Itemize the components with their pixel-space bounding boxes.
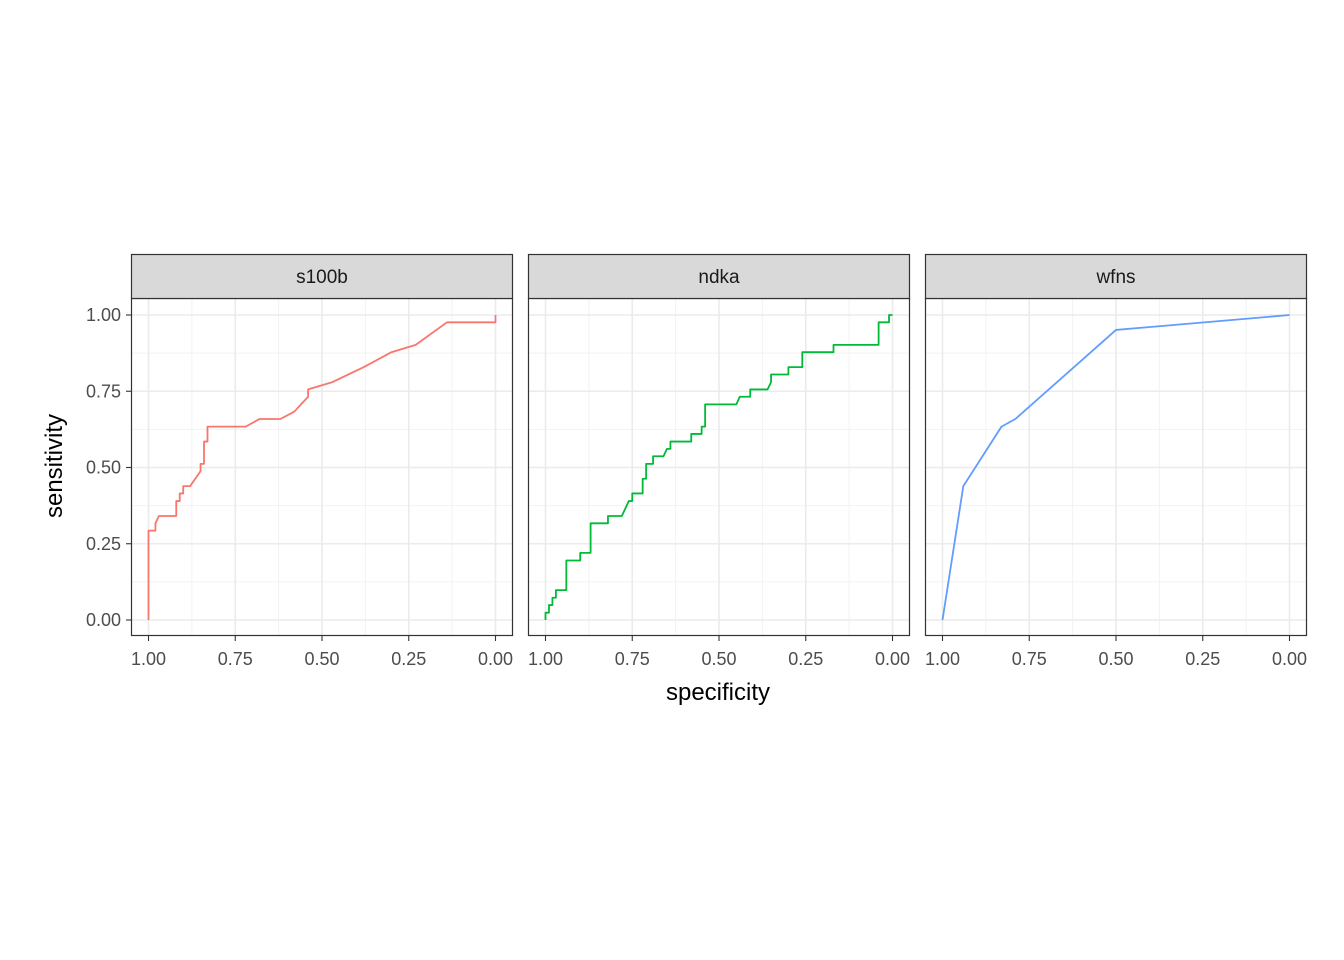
- x-tick-label: 0.50: [1098, 649, 1133, 669]
- y-tick-label: 0.00: [86, 610, 121, 630]
- strip-label: ndka: [698, 267, 740, 288]
- y-tick-label: 1.00: [86, 305, 121, 325]
- y-tick-label: 0.50: [86, 458, 121, 478]
- panels-layer: s100b 1.00 0.75 0.50 0.25 0.00 0.00 0.25 0.50 0.7…: [86, 253, 1308, 669]
- x-tick-label: 0.50: [701, 649, 736, 669]
- x-tick-label: 0.00: [875, 649, 910, 669]
- y-axis-title: sensitivity: [41, 414, 68, 518]
- strip-background: [130, 253, 514, 300]
- x-tick-label: 0.25: [788, 649, 823, 669]
- x-tick-label: 0.75: [218, 649, 253, 669]
- x-tick-label: 0.25: [391, 649, 426, 669]
- y-tick-label: 0.75: [86, 381, 121, 401]
- y-tick-label: 0.25: [86, 534, 121, 554]
- x-tick-label: 1.00: [131, 649, 166, 669]
- x-axis-title: specificity: [666, 679, 770, 706]
- x-tick-label: 0.75: [1012, 649, 1047, 669]
- x-tick-label: 0.00: [478, 649, 513, 669]
- x-tick-label: 0.50: [304, 649, 339, 669]
- panel-wfns: wfns 1.00 0.75 0.50 0.25 0.00: [924, 253, 1308, 669]
- roc-line-wfns: [941, 314, 1290, 621]
- strip-label: s100b: [296, 267, 348, 288]
- x-tick-label: 1.00: [528, 649, 563, 669]
- x-tick-label: 0.75: [615, 649, 650, 669]
- roc-line-s100b: [147, 315, 497, 620]
- strip-background: [924, 253, 1308, 300]
- roc-line-ndka: [544, 314, 893, 620]
- x-tick-label: 0.25: [1185, 649, 1220, 669]
- panel-ndka: ndka 1.00 0.75 0.50 0.25 0.00: [527, 253, 911, 669]
- x-tick-label: 0.00: [1272, 649, 1307, 669]
- strip-background: [527, 253, 911, 300]
- x-tick-label: 1.00: [925, 649, 960, 669]
- strip-label: wfns: [1095, 267, 1135, 288]
- panel-s100b: s100b 1.00 0.75 0.50 0.25 0.00 0.00 0.25 0.50 0.7…: [86, 253, 514, 669]
